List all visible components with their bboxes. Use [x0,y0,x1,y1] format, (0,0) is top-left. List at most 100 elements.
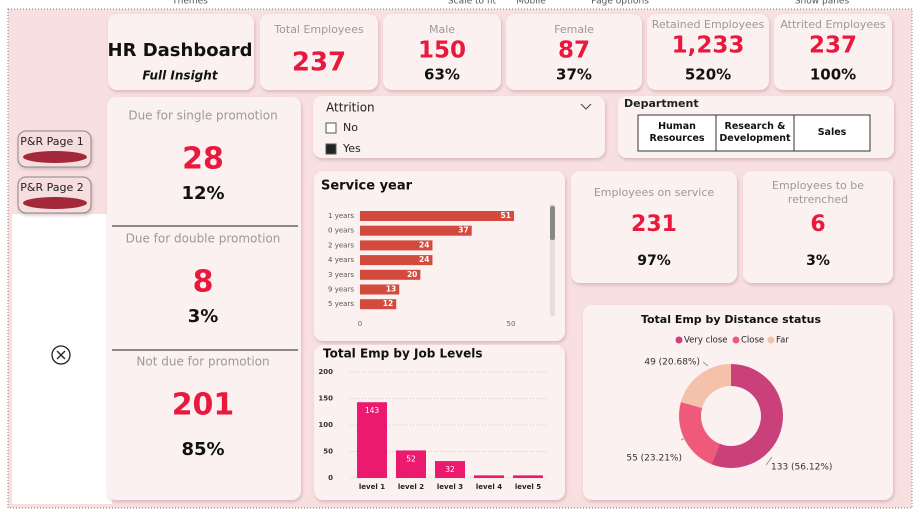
data-label: 51 [501,211,511,220]
department-button-label-box[interactable]: Research & Development [716,115,794,151]
bar [513,475,543,478]
data-label: 52 [406,454,416,463]
nav-button-pill [23,151,87,163]
data-label: 24 [419,255,429,264]
slicer-title: Department [624,97,699,110]
data-label: 49 (20.68%) [644,358,700,368]
bar [360,255,433,266]
legend-marker [732,336,740,344]
leader-line [765,456,773,466]
chart-title: Total Emp by Job Levels [323,347,483,361]
data-label: 37 [458,226,468,235]
kpi-label: Female [554,23,594,36]
attrition-slicer [313,96,605,158]
slicer-title: Attrition [326,101,375,115]
kpi-value: 237 [292,48,346,78]
data-label: 133 (56.12%) [771,463,832,473]
department-button-label[interactable]: Sales [817,127,847,139]
toolbar-strip [0,0,920,7]
nav-button-label: P&R Page 2 [20,181,83,194]
kpi-pct: 37% [556,66,592,84]
kpi-card [383,14,501,90]
dropdown-chevron[interactable] [580,103,592,110]
kpi-value: 87 [558,38,590,64]
bar [435,461,465,478]
y-tick-label: 100 [318,421,333,429]
bar [357,402,387,478]
bar [360,299,397,310]
department-button-label-box[interactable]: Sales [794,115,870,151]
bar [396,450,426,478]
department-button-label[interactable]: Research & Development [719,121,791,144]
kpi-pct: 100% [810,66,856,84]
bar [360,225,472,236]
checkbox[interactable] [325,143,337,155]
dashboard-title: HR Dashboard [108,40,253,61]
chart-card [583,305,893,500]
chart-title: Total Emp by Distance status [641,313,822,326]
data-label: 55 (23.21%) [626,454,682,464]
promotion-card [107,97,301,500]
y-tick-label: 2 years [328,241,354,249]
y-tick-label: 3 years [328,271,354,279]
service-kpi-label-box: Employees on service [594,186,714,199]
kpi-label: Attrited Employees [780,18,886,31]
y-tick-label: 9 years [328,286,354,294]
kpi-label: Total Employees [273,23,364,36]
promotion-pct: 3% [188,306,219,327]
promotion-label: Due for double promotion [126,232,281,246]
promotion-value: 8 [193,265,214,300]
kpi-card [260,14,378,90]
scrollbar-thumb[interactable] [550,206,555,240]
promotion-value: 28 [182,142,224,177]
kpi-label: Male [429,23,455,36]
donut-slice [679,402,720,465]
toolbar-item: Mobile [516,0,546,7]
toolbar-item: Show panes [795,0,850,7]
promotion-pct: 12% [181,183,224,204]
bar [360,240,433,251]
department-button-label-box[interactable]: Human Resources [638,115,716,151]
donut-slice [711,364,783,468]
close-icon[interactable] [51,345,71,365]
y-tick-label: 200 [318,368,333,376]
x-tick-label: level 1 [359,483,385,491]
x-tick-label: level 4 [476,483,502,491]
service-kpi-pct: 97% [637,253,671,269]
chart-title: Service year [321,179,413,194]
y-tick-label: 4 years [328,256,354,264]
toolbar-item: Scale to fit [448,0,497,7]
data-label: 32 [445,465,455,474]
kpi-card [774,14,892,90]
department-button-label[interactable]: Human Resources [649,121,705,144]
kpi-label: Retained Employees [652,18,765,31]
y-tick-label: 50 [323,448,333,456]
checkbox-label: No [343,121,358,134]
legend-label: Far [776,336,789,346]
y-tick-label: 150 [318,395,333,403]
x-tick-label: level 5 [515,483,541,491]
legend-label: Close [741,336,764,346]
legend-label: Very close [684,336,728,346]
x-tick-label: 50 [507,320,516,328]
promotion-label: Due for single promotion [128,109,277,123]
legend-marker [675,336,683,344]
y-tick-label: 1 years [328,212,354,220]
y-tick-label: 0 years [328,227,354,235]
service-kpi-value: 6 [810,212,825,237]
x-tick-label: 0 [358,320,362,328]
department-button[interactable] [793,114,871,152]
checkbox[interactable] [325,122,337,134]
x-tick-label: level 3 [437,483,463,491]
department-button[interactable] [715,114,795,152]
kpi-pct: 520% [685,66,731,84]
data-label: 24 [419,240,429,249]
nav-button-label: P&R Page 1 [20,135,83,148]
service-kpi-value: 231 [631,212,677,237]
service-kpi-pct: 3% [806,253,830,269]
data-label: 13 [386,285,396,294]
leader-line [702,361,709,367]
kpi-card [647,14,769,90]
